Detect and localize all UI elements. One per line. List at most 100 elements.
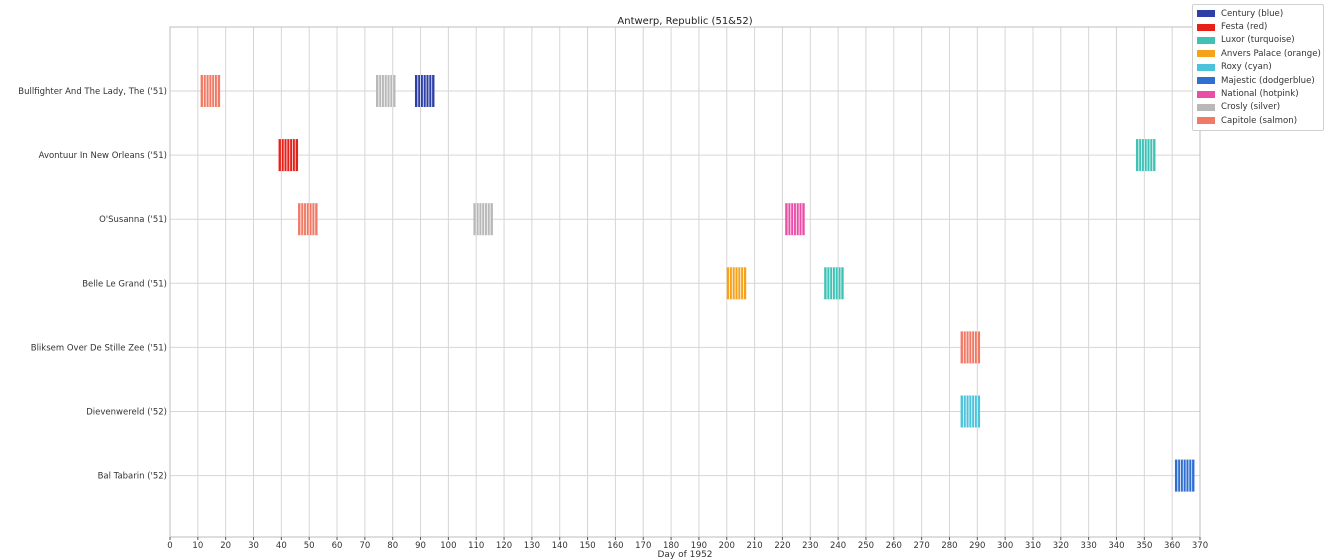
x-tick-label: 220 — [774, 541, 790, 551]
x-tick-label: 160 — [607, 541, 623, 551]
screening-bar — [376, 75, 396, 107]
x-tick-label: 190 — [691, 541, 707, 551]
screening-bar — [473, 203, 493, 236]
legend-label: Luxor (turquoise) — [1221, 35, 1295, 46]
screening-bar-fill — [376, 75, 396, 107]
x-tick-label: 360 — [1164, 541, 1180, 551]
legend-swatch — [1197, 36, 1215, 44]
x-tick-label: 100 — [440, 541, 456, 551]
x-tick-label: 330 — [1081, 541, 1097, 551]
screening-bar — [960, 331, 981, 364]
legend-swatch — [1197, 10, 1215, 18]
screening-bar-fill — [414, 75, 435, 107]
screening-bar — [200, 75, 221, 107]
screening-bar-fill — [1135, 139, 1156, 172]
legend-item: Roxy (cyan) — [1197, 61, 1319, 74]
screening-bar — [960, 395, 981, 428]
x-tick-label: 300 — [997, 541, 1013, 551]
screening-bar — [785, 203, 805, 236]
screening-bar — [414, 75, 435, 107]
legend-swatch — [1197, 77, 1215, 85]
legend-label: Festa (red) — [1221, 22, 1268, 33]
x-tick-label: 230 — [802, 541, 818, 551]
screening-bar-fill — [278, 139, 299, 172]
screening-bar — [278, 139, 299, 172]
screening-bar — [824, 267, 844, 300]
legend-label: Majestic (dodgerblue) — [1221, 75, 1315, 86]
legend-swatch — [1197, 90, 1215, 98]
x-axis-ticks: 0 10 20 30 40 50 60 70 80 90 100 110 120 130 140 150 160… — [167, 537, 1208, 551]
x-tick-label: 80 — [387, 541, 398, 551]
screening-bar — [298, 203, 318, 236]
x-tick-label: 170 — [635, 541, 651, 551]
x-tick-label: 40 — [276, 541, 287, 551]
x-tick-label: 30 — [248, 541, 259, 551]
legend-swatch — [1197, 50, 1215, 58]
y-category-label: Bliksem Over De Stille Zee ('51) — [31, 343, 167, 353]
legend-swatch — [1197, 23, 1215, 31]
screening-bar-fill — [824, 267, 844, 300]
x-tick-label: 90 — [415, 541, 426, 551]
x-tick-label: 50 — [304, 541, 315, 551]
y-axis-labels: Bullfighter And The Lady, The ('51) Avont… — [18, 87, 167, 482]
x-tick-label: 320 — [1053, 541, 1069, 551]
plot-frame — [169, 26, 1201, 538]
grid — [169, 27, 1201, 537]
x-tick-label: 70 — [359, 541, 370, 551]
x-tick-label: 140 — [552, 541, 568, 551]
legend-item: Majestic (dodgerblue) — [1197, 74, 1319, 87]
x-tick-label: 110 — [468, 541, 484, 551]
screening-bar-fill — [200, 75, 221, 107]
y-category-label: Bal Tabarin ('52) — [98, 472, 167, 482]
x-tick-label: 20 — [220, 541, 231, 551]
x-tick-label: 120 — [496, 541, 512, 551]
screening-bar-fill — [726, 267, 747, 300]
x-tick-label: 0 — [167, 541, 172, 551]
legend-label: National (hotpink) — [1221, 89, 1299, 100]
screening-bar-fill — [473, 203, 493, 236]
x-tick-label: 310 — [1025, 541, 1041, 551]
x-tick-label: 350 — [1136, 541, 1152, 551]
screening-bar — [1135, 139, 1156, 172]
legend-label: Crosly (silver) — [1221, 102, 1281, 113]
legend-item: Luxor (turquoise) — [1197, 34, 1319, 47]
chart-title: Antwerp, Republic (51&52) — [617, 16, 752, 27]
x-axis-label: Day of 1952 — [657, 550, 712, 560]
legend-item: Anvers Palace (orange) — [1197, 47, 1321, 60]
legend-swatch — [1197, 117, 1215, 125]
x-tick-label: 10 — [192, 541, 203, 551]
x-tick-label: 280 — [941, 541, 957, 551]
x-tick-label: 370 — [1192, 541, 1208, 551]
bars — [200, 75, 1195, 492]
x-tick-label: 130 — [524, 541, 540, 551]
x-tick-label: 180 — [663, 541, 679, 551]
screening-bar — [726, 267, 747, 300]
x-tick-label: 290 — [969, 541, 985, 551]
screening-bar-fill — [1174, 459, 1195, 492]
legend-item: Crosly (silver) — [1197, 101, 1319, 114]
x-tick-label: 260 — [886, 541, 902, 551]
y-category-label: Avontuur In New Orleans ('51) — [39, 151, 167, 161]
screening-bar-fill — [960, 331, 981, 364]
legend-label: Anvers Palace (orange) — [1221, 48, 1321, 59]
x-tick-label: 60 — [332, 541, 343, 551]
y-category-label: O'Susanna ('51) — [99, 215, 167, 225]
x-tick-label: 250 — [858, 541, 874, 551]
legend-label: Roxy (cyan) — [1221, 62, 1272, 73]
legend-swatch — [1197, 103, 1215, 111]
legend-item: Festa (red) — [1197, 20, 1319, 33]
legend-item: National (hotpink) — [1197, 87, 1319, 100]
x-tick-label: 270 — [914, 541, 930, 551]
x-tick-label: 340 — [1108, 541, 1124, 551]
legend-item: Capitole (salmon) — [1197, 114, 1319, 127]
x-tick-label: 200 — [719, 541, 735, 551]
y-category-label: Dievenwereld ('52) — [86, 408, 167, 418]
legend: Century (blue) Festa (red) Luxor (turquois… — [1192, 4, 1324, 131]
legend-label: Century (blue) — [1221, 8, 1284, 19]
screening-bar-fill — [298, 203, 318, 236]
x-tick-label: 150 — [579, 541, 595, 551]
legend-swatch — [1197, 63, 1215, 71]
screening-bar-fill — [960, 395, 981, 428]
x-tick-label: 240 — [830, 541, 846, 551]
